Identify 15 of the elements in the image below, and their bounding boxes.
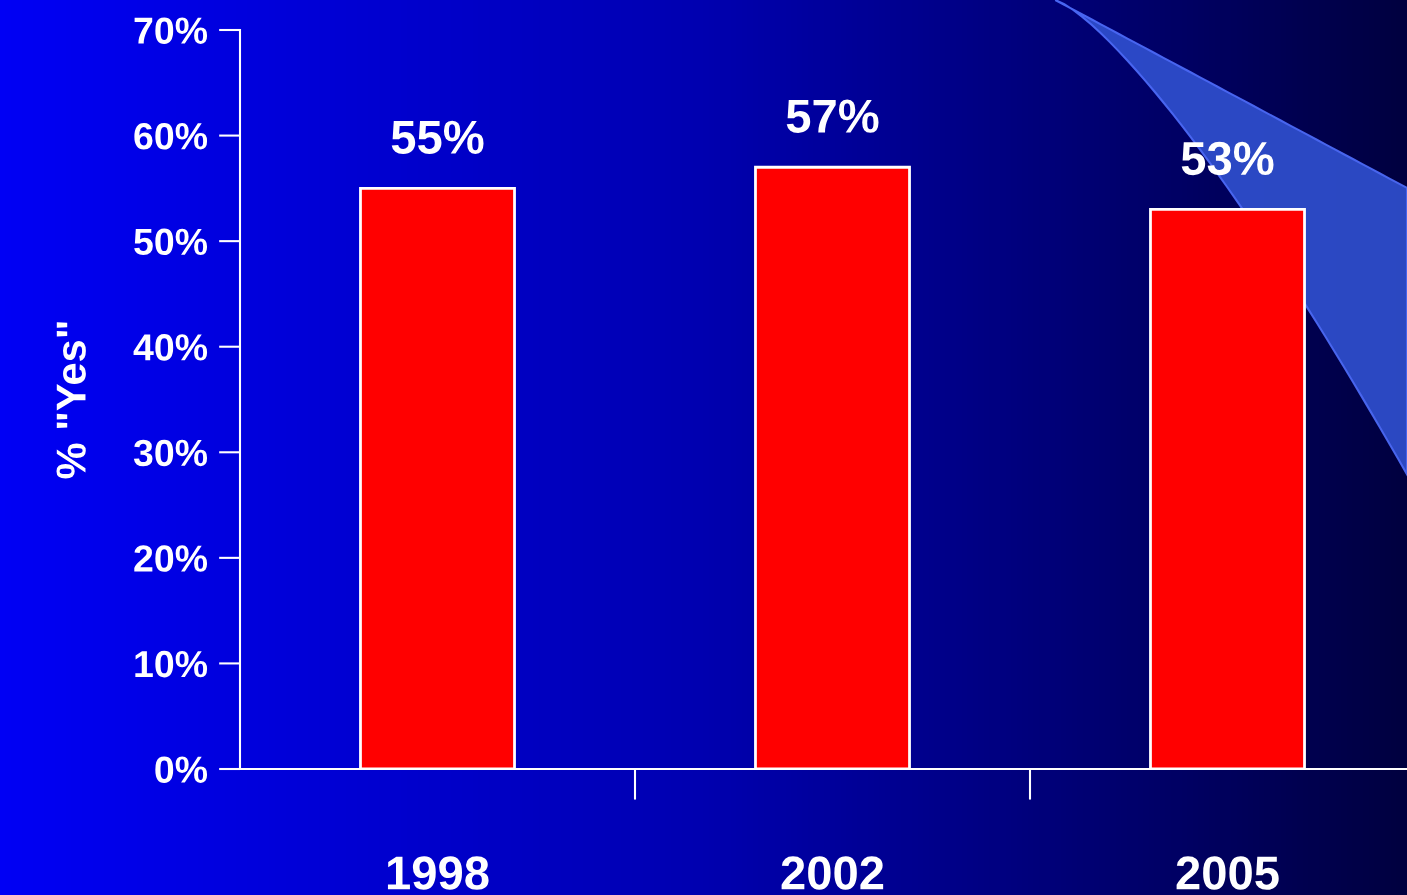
y-tick-label: 70% (134, 17, 208, 44)
data-label: 55% (391, 120, 484, 155)
data-label: 53% (1181, 141, 1274, 176)
data-label: 57% (786, 99, 879, 133)
y-axis-title: % "Yes" (56, 322, 86, 479)
x-tick-label: 2005 (1176, 856, 1279, 890)
y-tick-label: 20% (134, 545, 208, 572)
y-tick-label: 10% (135, 650, 208, 678)
y-tick-label: 40% (133, 334, 208, 361)
x-tick-label: 1998 (387, 856, 489, 890)
x-tick-label: 2002 (781, 856, 884, 890)
y-tick-label: 0% (155, 756, 208, 783)
y-tick-label: 50% (134, 228, 208, 256)
y-tick-label: 30% (133, 439, 208, 467)
y-tick-label: 60% (134, 122, 208, 150)
